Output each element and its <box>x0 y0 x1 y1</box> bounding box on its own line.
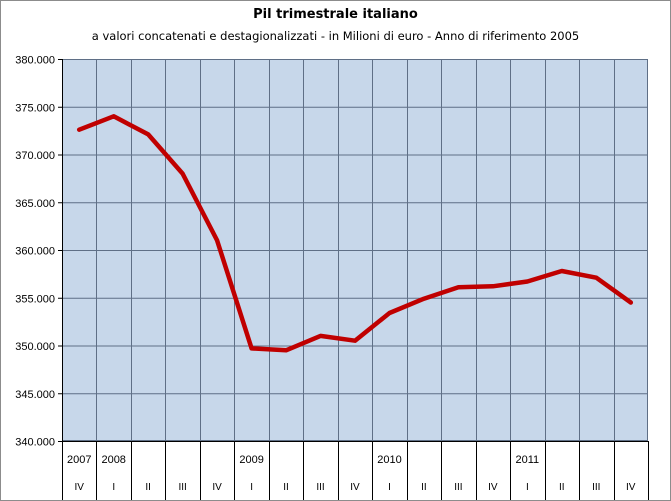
y-tick-label: 375.000 <box>15 102 55 114</box>
x-tick-label-quarter: III <box>592 482 600 493</box>
y-tick-label: 365.000 <box>15 198 55 210</box>
x-tick-label-quarter: I <box>250 482 253 493</box>
y-tick-label: 380.000 <box>15 55 55 67</box>
x-tick-label-year: 2010 <box>377 454 401 466</box>
x-tick-label-year: 2007 <box>67 454 91 466</box>
y-tick-label: 340.000 <box>15 437 55 449</box>
x-tick-label-year: 2008 <box>101 454 125 466</box>
y-tick-label: 350.000 <box>15 341 55 353</box>
y-tick-label: 360.000 <box>15 246 55 258</box>
x-tick-label-quarter: IV <box>350 482 360 493</box>
chart-subtitle: a valori concatenati e destagionalizzati… <box>91 29 580 43</box>
x-tick-label-quarter: II <box>421 482 427 493</box>
x-tick-label-quarter: II <box>145 482 151 493</box>
chart-title: Pil trimestrale italiano <box>253 7 418 22</box>
x-tick-label-quarter: IV <box>75 482 85 493</box>
y-tick-label: 355.000 <box>15 293 55 305</box>
x-tick-label-quarter: I <box>526 482 529 493</box>
x-tick-label-quarter: I <box>388 482 391 493</box>
x-tick-label-quarter: IV <box>626 482 636 493</box>
x-tick-label-year: 2009 <box>239 454 263 466</box>
x-tick-label-quarter: IV <box>212 482 222 493</box>
y-tick-label: 345.000 <box>15 389 55 401</box>
x-tick-label-quarter: I <box>112 482 115 493</box>
x-tick-label-quarter: IV <box>488 482 498 493</box>
x-tick-label-quarter: III <box>454 482 462 493</box>
y-tick-label: 370.000 <box>15 150 55 162</box>
x-tick-label-quarter: III <box>316 482 324 493</box>
x-tick-label-year: 2011 <box>516 454 540 466</box>
x-tick-label-quarter: III <box>178 482 186 493</box>
x-tick-label-quarter: II <box>559 482 565 493</box>
series-line <box>76 114 634 353</box>
x-tick-label-quarter: II <box>283 482 289 493</box>
